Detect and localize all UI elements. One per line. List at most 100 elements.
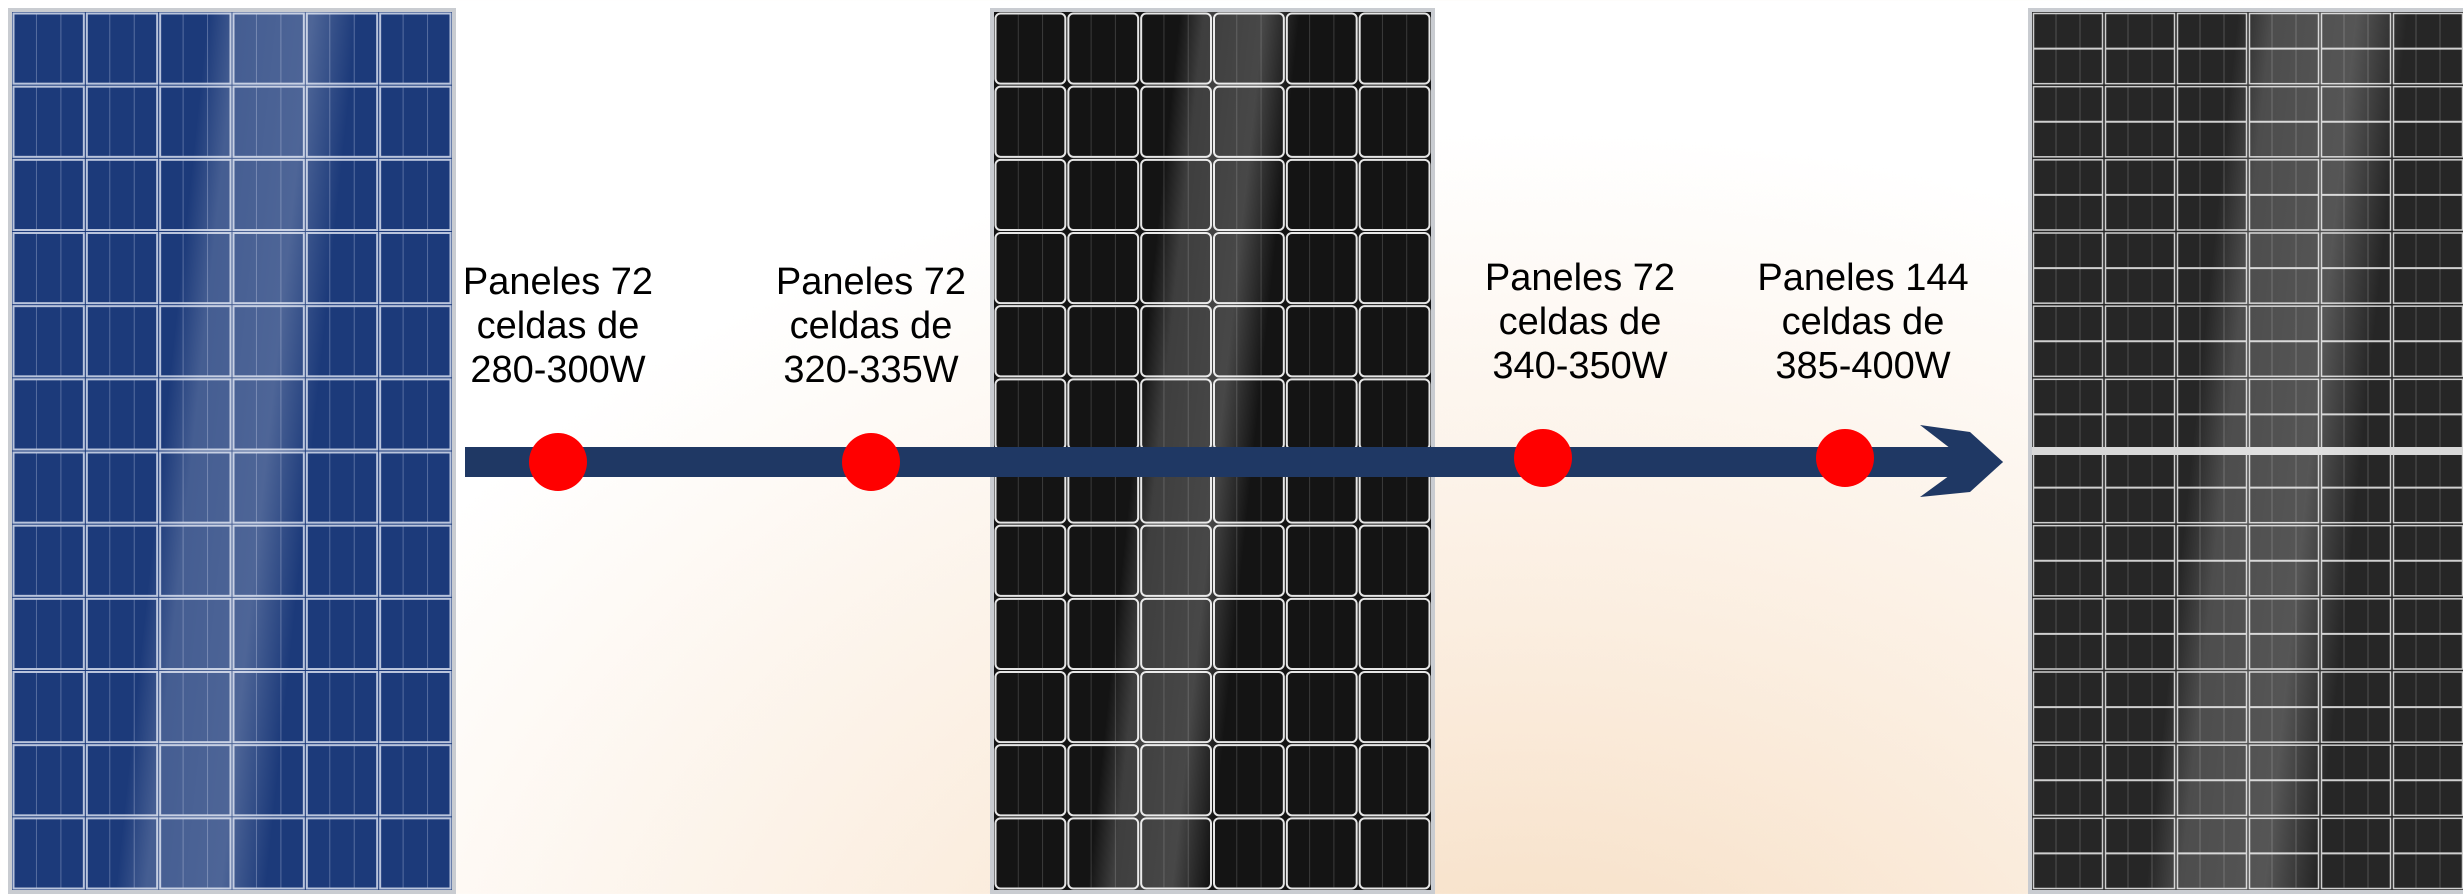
solar-cell [232,597,305,670]
solar-cell [232,158,305,231]
solar-cell [1213,232,1285,305]
half-cut-cell-grid [2032,12,2463,890]
solar-cell [1140,597,1213,670]
solar-cell [1358,158,1431,231]
solar-cell [994,451,1067,524]
milestone-label-4-line3: 385-400W [1775,345,1951,387]
solar-cell [85,232,159,305]
milestone-label-3-line1: Paneles 72 [1484,257,1676,299]
solar-cell [159,671,232,744]
solar-cell [1213,524,1285,597]
solar-cell [379,158,452,231]
solar-cell [994,305,1067,378]
solar-cell [305,597,379,670]
solar-cell [12,671,85,744]
milestone-label-2-line2: celdas de [789,305,953,347]
solar-cell [1213,158,1285,231]
solar-cell [159,451,232,524]
solar-cell [1213,597,1285,670]
solar-cell [994,378,1067,451]
solar-cell [994,744,1067,817]
solar-cell [1140,305,1213,378]
solar-cell [1067,378,1140,451]
solar-cell [305,85,379,158]
solar-cell [12,378,85,451]
solar-cell [994,12,1067,85]
solar-cell [305,744,379,817]
solar-cell [1213,85,1285,158]
solar-cell [85,671,159,744]
solar-cell [994,85,1067,158]
solar-cell [1285,671,1358,744]
solar-cell [379,378,452,451]
solar-cell [379,744,452,817]
milestone-marker-4 [1816,429,1874,487]
milestone-label-1-line3: 280-300W [470,349,646,391]
milestone-label-3-line2: celdas de [1498,301,1662,343]
solar-cell [1285,378,1358,451]
solar-cell [159,744,232,817]
solar-cell [1140,524,1213,597]
solar-cell [1067,817,1140,890]
solar-cell [305,305,379,378]
solar-cell [1285,524,1358,597]
solar-cell [1285,597,1358,670]
solar-cell [1140,744,1213,817]
solar-cell [1285,451,1358,524]
solar-cell [379,85,452,158]
solar-cell [12,451,85,524]
solar-cell [159,817,232,890]
solar-cell [305,524,379,597]
solar-cell [305,232,379,305]
solar-cell [994,817,1067,890]
solar-cell [85,744,159,817]
solar-cell [12,305,85,378]
solar-cell [159,305,232,378]
monocrystalline-panel-image [990,8,1435,894]
solar-cell [1067,12,1140,85]
solar-cell [159,597,232,670]
solar-cell [85,524,159,597]
solar-cell [85,378,159,451]
milestone-label-2: Paneles 72 celdas de 320-335W [741,260,1001,392]
solar-cell [1358,744,1431,817]
solar-cell [379,451,452,524]
solar-cell [1358,305,1431,378]
solar-cell [1140,232,1213,305]
polycrystalline-cell-grid [12,12,452,890]
solar-cell [232,12,305,85]
panel-center-bar [2032,447,2463,455]
solar-cell [994,671,1067,744]
solar-cell [85,158,159,231]
solar-cell [12,12,85,85]
solar-cell [1213,671,1285,744]
solar-cell [379,12,452,85]
milestone-label-2-line1: Paneles 72 [775,261,967,303]
milestone-label-1: Paneles 72 celdas de 280-300W [428,260,688,392]
solar-cell [1285,12,1358,85]
solar-cell [1358,85,1431,158]
milestone-label-2-line3: 320-335W [783,349,959,391]
solar-cell [1067,597,1140,670]
solar-cell [1358,451,1431,524]
solar-cell [1358,12,1431,85]
solar-cell [305,12,379,85]
solar-cell [1213,305,1285,378]
half-cut-panel-image [2028,8,2463,894]
milestone-label-3-line3: 340-350W [1492,345,1668,387]
solar-cell [1213,744,1285,817]
solar-cell [379,671,452,744]
solar-cell [85,85,159,158]
solar-cell [1140,12,1213,85]
solar-cell [85,817,159,890]
solar-cell [994,597,1067,670]
solar-cell [232,232,305,305]
solar-cell [232,671,305,744]
solar-cell [994,232,1067,305]
solar-cell [1358,671,1431,744]
solar-cell [85,451,159,524]
solar-cell [305,817,379,890]
solar-cell [159,85,232,158]
solar-cell [12,85,85,158]
solar-cell [159,378,232,451]
